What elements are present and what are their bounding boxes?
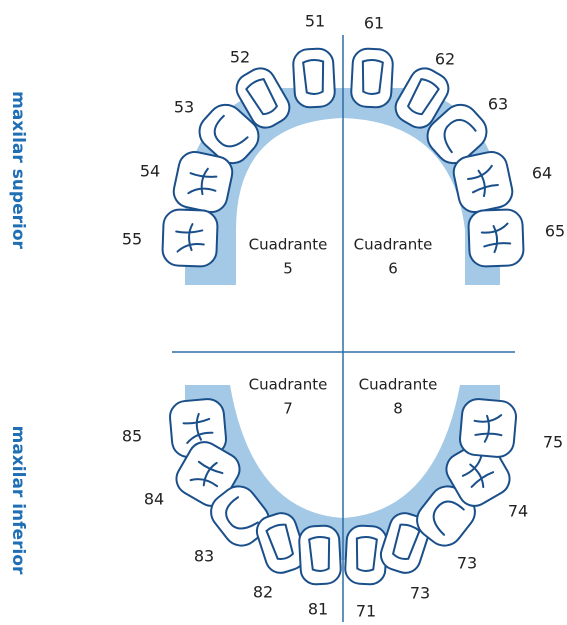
tooth xyxy=(351,48,394,108)
tooth-number: 82 xyxy=(253,583,273,602)
tooth xyxy=(299,525,342,585)
tooth-number: 55 xyxy=(122,230,142,249)
tooth-outline xyxy=(351,48,394,108)
tooth xyxy=(171,149,235,215)
tooth-outline xyxy=(299,525,342,585)
quadrant-label: Cuadrante xyxy=(249,236,328,254)
tooth-number: 63 xyxy=(488,95,508,114)
dental-chart: maxilar superior maxilar inferior 51 52 53… xyxy=(0,0,567,625)
tooth-number: 85 xyxy=(122,427,142,446)
tooth-number: 62 xyxy=(435,50,455,69)
tooth xyxy=(451,149,515,215)
tooth-number: 51 xyxy=(305,12,325,31)
tooth-number: 61 xyxy=(364,14,384,33)
tooth-number: 84 xyxy=(144,490,164,509)
upper-jaw-label: maxilar superior xyxy=(8,91,28,249)
tooth-number: 74 xyxy=(508,502,528,521)
tooth-outline xyxy=(293,48,336,108)
quadrant-number: 7 xyxy=(283,400,293,418)
quadrant-label: Cuadrante xyxy=(359,376,438,394)
tooth xyxy=(459,398,518,458)
quadrant-label: Cuadrante xyxy=(354,236,433,254)
tooth xyxy=(468,209,524,267)
tooth-number: 73 xyxy=(410,584,430,603)
tooth-number: 83 xyxy=(194,547,214,566)
tooth xyxy=(162,209,218,267)
tooth-number: 52 xyxy=(230,48,250,67)
quadrant-number: 5 xyxy=(283,260,293,278)
tooth-number: 73 xyxy=(457,554,477,573)
tooth-number: 53 xyxy=(174,98,194,117)
tooth-number: 65 xyxy=(545,222,565,241)
quadrant-number: 6 xyxy=(388,260,398,278)
tooth xyxy=(293,48,336,108)
tooth-number: 75 xyxy=(543,433,563,452)
lower-jaw-label: maxilar inferior xyxy=(8,426,28,575)
tooth-number: 71 xyxy=(356,602,376,621)
tooth-number: 54 xyxy=(140,162,160,181)
tooth-number: 64 xyxy=(532,164,552,183)
quadrant-label: Cuadrante xyxy=(249,376,328,394)
tooth-number: 81 xyxy=(308,600,328,619)
quadrant-number: 8 xyxy=(393,400,403,418)
